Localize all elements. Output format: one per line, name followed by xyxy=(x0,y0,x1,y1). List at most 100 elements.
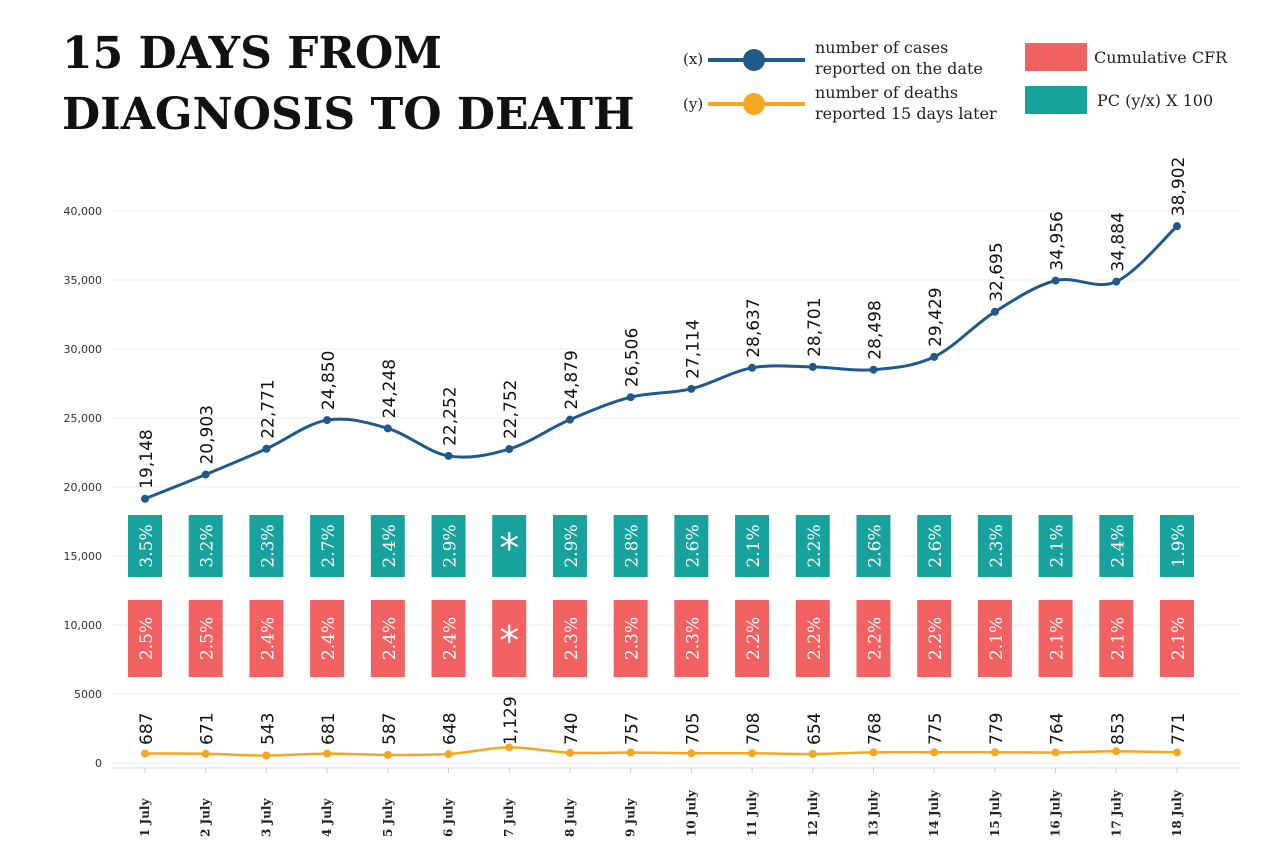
pc-box xyxy=(249,515,284,577)
pc-label: 2.3% xyxy=(258,524,278,567)
y-tick-label: 20,000 xyxy=(64,481,103,494)
deaths-point xyxy=(869,748,878,757)
legend-pc-swatch xyxy=(1025,86,1087,114)
cfr-label: 2.1% xyxy=(987,617,1007,660)
pc-box xyxy=(917,515,952,577)
y-tick-label: 0 xyxy=(95,757,102,770)
cases-data-label: 28,701 xyxy=(805,297,825,356)
cfr-label: 2.4% xyxy=(258,617,278,660)
x-tick-label: 16 July xyxy=(1049,789,1063,837)
cases-data-label: 22,752 xyxy=(501,380,521,439)
cfr-box xyxy=(917,600,952,677)
pc-box xyxy=(310,515,345,577)
cfr-box xyxy=(492,600,527,677)
cfr-label: 2.2% xyxy=(805,617,825,660)
cases-data-label: 28,637 xyxy=(744,298,764,357)
cases-data-label: 34,956 xyxy=(1048,211,1068,270)
deaths-point xyxy=(808,749,817,758)
cases-point xyxy=(201,470,210,479)
y-tick-label: 10,000 xyxy=(64,619,103,632)
cfr-label: * xyxy=(499,619,519,665)
deaths-data-label: 681 xyxy=(319,713,339,745)
pc-box xyxy=(674,515,709,577)
y-tick-label: 40,000 xyxy=(64,205,103,218)
pc-label: 3.2% xyxy=(198,524,218,567)
cfr-label: 2.5% xyxy=(137,617,157,660)
cfr-box xyxy=(735,600,770,677)
cases-data-label: 19,148 xyxy=(137,429,157,488)
x-tick-label: 1 July xyxy=(138,798,152,837)
deaths-point xyxy=(262,751,271,760)
deaths-data-label: 740 xyxy=(562,713,582,745)
legend-x-key: (x) xyxy=(683,50,704,68)
pc-box xyxy=(370,515,405,577)
cfr-label: 2.3% xyxy=(623,617,643,660)
cases-point xyxy=(869,365,878,374)
cfr-box xyxy=(795,600,830,677)
cfr-label: 2.1% xyxy=(1169,617,1189,660)
cases-data-label: 34,884 xyxy=(1108,212,1128,271)
pc-label: 2.6% xyxy=(865,524,885,567)
pc-box xyxy=(128,515,162,577)
pc-label: 2.6% xyxy=(926,524,946,567)
x-tick-label: 2 July xyxy=(199,798,213,837)
deaths-point xyxy=(383,750,392,759)
pc-box xyxy=(977,515,1012,577)
legend-cases-label: number of cases reported on the date xyxy=(815,38,983,78)
cfr-box xyxy=(977,600,1012,677)
deaths-data-label: 543 xyxy=(258,713,278,745)
pc-label: 2.4% xyxy=(1108,524,1128,567)
x-tick-label: 14 July xyxy=(927,789,941,837)
y-tick-label: 30,000 xyxy=(64,343,103,356)
pc-label: 2.1% xyxy=(744,524,764,567)
cfr-box xyxy=(310,600,345,677)
cfr-box xyxy=(431,600,466,677)
cases-data-label: 20,903 xyxy=(198,405,218,464)
x-tick-label: 9 July xyxy=(624,798,638,837)
cfr-box xyxy=(128,600,162,677)
x-tick-label: 12 July xyxy=(806,789,820,837)
deaths-data-label: 687 xyxy=(137,713,157,745)
y-tick-label: 35,000 xyxy=(64,274,103,287)
cfr-box xyxy=(249,600,284,677)
deaths-data-label: 648 xyxy=(441,713,461,745)
deaths-data-label: 1,129 xyxy=(501,696,521,745)
deaths-point xyxy=(626,748,635,757)
x-tick-label: 5 July xyxy=(381,798,395,837)
pc-label: 2.6% xyxy=(683,524,703,567)
cfr-box xyxy=(1038,600,1073,677)
cfr-label: 2.2% xyxy=(744,617,764,660)
cases-point xyxy=(323,416,332,425)
deaths-point xyxy=(444,750,453,759)
deaths-point xyxy=(1051,748,1060,757)
cfr-label: 2.1% xyxy=(1048,617,1068,660)
pc-label: 2.7% xyxy=(319,524,339,567)
cases-point xyxy=(626,393,635,402)
legend-y-key: (y) xyxy=(683,95,704,113)
cfr-label: 2.3% xyxy=(683,617,703,660)
x-tick-label: 17 July xyxy=(1109,789,1123,837)
cfr-box xyxy=(1160,600,1194,677)
legend-pc-label: PC (y/x) X 100 xyxy=(1097,91,1214,110)
cases-data-label: 24,850 xyxy=(319,351,339,410)
cfr-label: 2.5% xyxy=(198,617,218,660)
x-tick-label: 13 July xyxy=(866,789,880,837)
deaths-point xyxy=(201,749,210,758)
cases-point xyxy=(1112,277,1121,286)
x-tick-label: 8 July xyxy=(563,798,577,837)
x-tick-label: 3 July xyxy=(259,798,273,837)
cases-data-label: 24,879 xyxy=(562,350,582,409)
legend-cfr-label: Cumulative CFR xyxy=(1094,48,1228,67)
pc-label: 2.3% xyxy=(987,524,1007,567)
deaths-point xyxy=(748,749,757,758)
cfr-label: 2.2% xyxy=(865,617,885,660)
cfr-box xyxy=(370,600,405,677)
cases-point xyxy=(383,424,392,433)
cases-data-label: 32,695 xyxy=(987,242,1007,301)
x-tick-label: 11 July xyxy=(745,789,759,837)
pc-box xyxy=(1160,515,1194,577)
deaths-point xyxy=(1112,747,1121,756)
pc-label: 2.9% xyxy=(562,524,582,567)
